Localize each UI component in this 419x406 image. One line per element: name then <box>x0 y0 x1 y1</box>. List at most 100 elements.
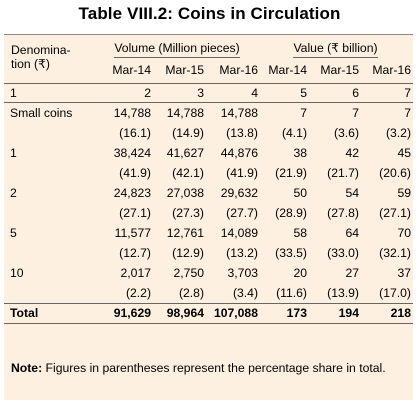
column-number: 2 <box>96 83 151 103</box>
value-cell: 2,750 <box>173 266 205 280</box>
total-cell: 218 <box>359 303 413 324</box>
value-cell: 44,876 <box>220 146 258 160</box>
value-cell: 64 <box>345 226 359 240</box>
year-header: Mar-14 <box>258 58 307 84</box>
share-cell: (3.2) <box>385 126 411 140</box>
value-cell: 70 <box>397 226 411 240</box>
share-cell: (14.9) <box>172 126 204 140</box>
value-cell: 37 <box>397 266 411 280</box>
share-cell: (20.6) <box>379 166 411 180</box>
year-header: Mar-14 <box>96 58 151 84</box>
total-cell: 107,088 <box>204 303 258 324</box>
column-number: 4 <box>204 83 258 103</box>
share-cell: (42.1) <box>172 166 204 180</box>
denomination-header-line: Denomina- <box>11 43 71 57</box>
share-row: (41.9) (42.1) (41.9) (21.9) (21.7) (20.6) <box>4 163 413 183</box>
share-cell: (21.9) <box>275 166 307 180</box>
share-cell: (33.0) <box>327 246 359 260</box>
total-label: Total <box>4 303 96 324</box>
table-note: Note: Figures in parentheses represent t… <box>11 361 411 376</box>
denomination-label: Small coins <box>10 106 73 120</box>
share-cell: (3.4) <box>232 286 258 300</box>
value-cell: 54 <box>345 186 359 200</box>
share-cell: (17.0) <box>379 286 411 300</box>
value-cell: 7 <box>404 106 411 120</box>
value-cell: 14,788 <box>166 106 204 120</box>
value-cell: 20 <box>293 266 307 280</box>
share-cell: (21.7) <box>327 166 359 180</box>
share-cell: (27.7) <box>226 206 258 220</box>
total-cell: 173 <box>258 303 307 324</box>
share-cell: (2.2) <box>125 286 151 300</box>
share-cell: (12.9) <box>172 246 204 260</box>
table-row: 2 24,823 27,038 29,632 50 54 59 <box>4 183 413 203</box>
value-group-header: Value (₹ billion) <box>293 40 378 58</box>
share-cell: (4.1) <box>281 126 307 140</box>
share-cell: (33.5) <box>275 246 307 260</box>
year-header: Mar-15 <box>307 58 359 84</box>
share-cell: (3.6) <box>333 126 359 140</box>
column-number: 7 <box>359 83 413 103</box>
denomination-label: 10 <box>10 266 24 280</box>
table-row: Small coins 14,788 14,788 14,788 7 7 7 <box>4 103 413 124</box>
table-panel: Denomina-tion (₹) Volume (Million pieces… <box>4 34 413 400</box>
value-cell: 14,788 <box>113 106 151 120</box>
value-cell: 42 <box>345 146 359 160</box>
share-cell: (28.9) <box>275 206 307 220</box>
value-cell: 45 <box>397 146 411 160</box>
value-cell: 27 <box>345 266 359 280</box>
share-cell: (27.1) <box>119 206 151 220</box>
share-cell: (13.9) <box>327 286 359 300</box>
share-cell: (13.2) <box>226 246 258 260</box>
table-row: 1 38,424 41,627 44,876 38 42 45 <box>4 143 413 163</box>
share-cell: (11.6) <box>276 286 307 300</box>
share-row: (2.2) (2.8) (3.4) (11.6) (13.9) (17.0) <box>4 283 413 304</box>
note-label: Note: <box>11 361 43 375</box>
year-header: Mar-15 <box>151 58 204 84</box>
column-number: 5 <box>258 83 307 103</box>
value-cell: 7 <box>352 106 359 120</box>
share-cell: (13.8) <box>226 126 258 140</box>
denomination-label: 2 <box>10 186 17 200</box>
share-row: (16.1) (14.9) (13.8) (4.1) (3.6) (3.2) <box>4 123 413 143</box>
value-cell: 27,038 <box>166 186 204 200</box>
share-cell: (12.7) <box>119 246 151 260</box>
share-row: (27.1) (27.3) (27.7) (28.9) (27.8) (27.1) <box>4 203 413 223</box>
volume-group-header: Volume (Million pieces) <box>114 40 240 58</box>
value-cell: 41,627 <box>166 146 204 160</box>
table-row: 5 11,577 12,761 14,089 58 64 70 <box>4 223 413 243</box>
value-cell: 12,761 <box>166 226 204 240</box>
share-row: (12.7) (12.9) (13.2) (33.5) (33.0) (32.1) <box>4 243 413 263</box>
value-cell: 59 <box>397 186 411 200</box>
year-header: Mar-16 <box>359 58 413 84</box>
share-cell: (32.1) <box>379 246 411 260</box>
share-cell: (27.8) <box>327 206 359 220</box>
total-cell: 194 <box>307 303 359 324</box>
column-number: 1 <box>4 83 96 103</box>
column-number: 6 <box>307 83 359 103</box>
denomination-label: 5 <box>10 226 17 240</box>
value-cell: 38,424 <box>113 146 151 160</box>
value-cell: 11,577 <box>114 226 151 240</box>
column-number: 3 <box>151 83 204 103</box>
total-row: Total 91,629 98,964 107,088 173 194 218 <box>4 303 413 324</box>
value-cell: 29,632 <box>220 186 258 200</box>
value-cell: 14,788 <box>220 106 258 120</box>
value-cell: 2,017 <box>120 266 152 280</box>
share-cell: (41.9) <box>226 166 258 180</box>
table-title: Table VIII.2: Coins in Circulation <box>78 4 341 23</box>
year-header-row: Mar-14 Mar-15 Mar-16 Mar-14 Mar-15 Mar-16 <box>4 58 413 84</box>
value-cell: 50 <box>293 186 307 200</box>
value-cell: 3,703 <box>227 266 259 280</box>
value-cell: 14,089 <box>220 226 258 240</box>
value-cell: 58 <box>293 226 307 240</box>
year-header: Mar-16 <box>204 58 258 84</box>
share-cell: (41.9) <box>119 166 151 180</box>
value-cell: 38 <box>293 146 307 160</box>
share-cell: (2.8) <box>178 286 204 300</box>
total-cell: 98,964 <box>151 303 204 324</box>
share-cell: (16.1) <box>119 126 151 140</box>
share-cell: (27.3) <box>172 206 204 220</box>
group-header-row: Volume (Million pieces) Value (₹ billion… <box>4 35 413 58</box>
